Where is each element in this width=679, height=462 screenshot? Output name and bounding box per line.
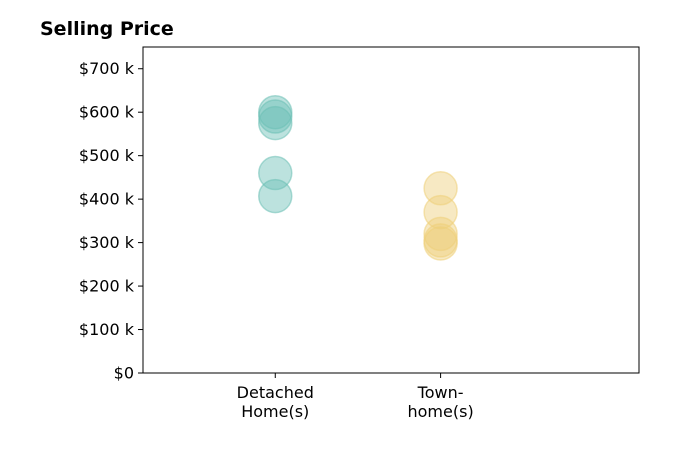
data-point [423,171,458,206]
y-tick-label: $300 k [79,233,135,252]
x-tick-label: Detached [237,383,314,402]
y-tick-label: $700 k [79,59,135,78]
series-0 [258,94,293,214]
y-tick-label: $100 k [79,320,135,339]
plot-frame [142,46,640,374]
x-tick-label: Home(s) [241,402,309,421]
x-tick-label: home(s) [408,402,474,421]
y-tick-label: $0 [114,364,134,383]
chart-title: Selling Price [40,18,174,40]
y-tick-label: $500 k [79,146,135,165]
data-point [423,226,458,261]
x-tick-label: Town- [417,383,464,402]
series-1 [423,171,458,261]
y-axis: $0 $100 k $200 k $300 k $400 k $500 k $600 k $7… [79,59,143,383]
y-tick-label: $600 k [79,103,135,122]
plot-area [258,94,458,261]
y-tick-label: $400 k [79,190,135,209]
data-point [258,178,293,214]
y-tick-label: $200 k [79,277,135,296]
data-point [258,105,293,141]
